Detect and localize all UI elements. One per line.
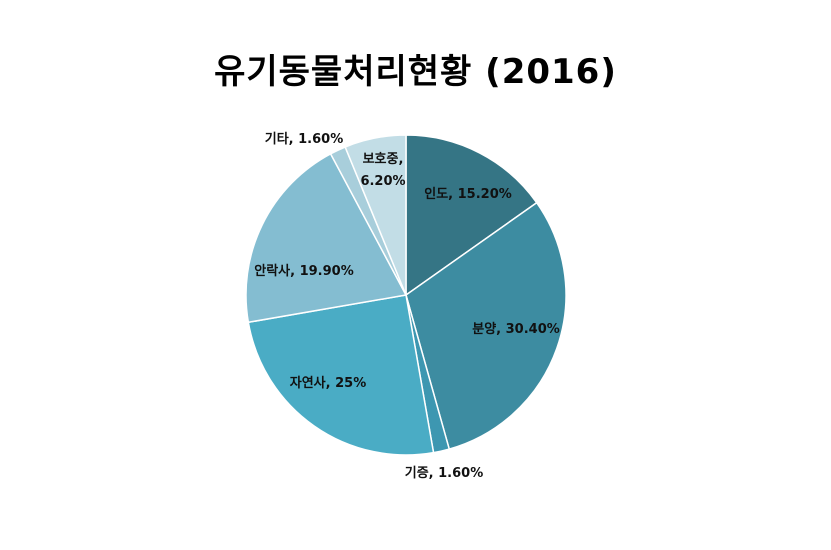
slice-label-6: 기타, 1.60% — [265, 131, 344, 147]
slice-label-2: 분양, 30.40% — [472, 322, 560, 337]
pie-labels: 인도, 15.20% 분양, 30.40% 기증, 1.60% 자연사, 25% 안락사… — [254, 131, 560, 481]
slice-label-5: 안락사, 19.90% — [254, 263, 354, 279]
pie-slice-5 — [245, 152, 408, 324]
slice-label-3: 기증, 1.60% — [405, 466, 484, 481]
slice-label-1: 인도, 15.20% — [424, 186, 512, 202]
pie-slice-1 — [405, 134, 538, 297]
slice-label-7: 보호중, 6.20% — [360, 152, 405, 189]
chart-title: 유기동물처리현황 (2016) — [214, 52, 617, 92]
pie-slice-7 — [344, 134, 407, 296]
pie-slice-2 — [405, 201, 567, 450]
pie-slices — [245, 134, 567, 456]
slice-label-4: 자연사, 25% — [290, 375, 366, 391]
pie-slice-4 — [247, 294, 435, 456]
